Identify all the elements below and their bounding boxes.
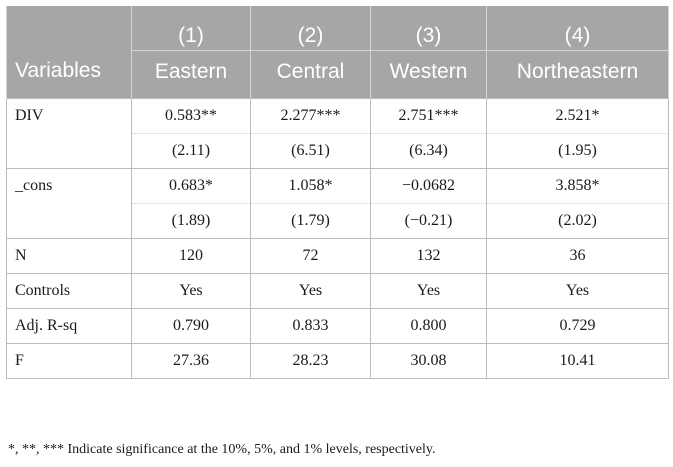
table-row-cons-coef: _cons 0.683* 1.058* −0.0682 3.858* xyxy=(6,168,669,239)
cell-cons-tstat-2: (1.79) xyxy=(250,203,371,239)
cell-div-coef-3: 2.751*** xyxy=(370,98,487,134)
cell-controls-1: Yes xyxy=(131,273,251,309)
cell-div-tstat-4: (1.95) xyxy=(486,133,669,169)
table-row-div-coef: DIV 0.583** 2.277*** 2.751*** 2.521* xyxy=(6,98,669,169)
cell-cons-coef-1: 0.683* xyxy=(131,168,251,204)
cell-n-4: 36 xyxy=(486,238,669,274)
cell-cons-tstat-4: (2.02) xyxy=(486,203,669,239)
cell-cons-coef-4: 3.858* xyxy=(486,168,669,204)
region-header-eastern: Eastern xyxy=(131,50,251,99)
header-row-regions: Variables Eastern Central Western Northe… xyxy=(6,50,669,99)
regression-table-container: (1) (2) (3) (4) Variables Eastern Centra… xyxy=(6,6,669,379)
table-row-n: N 120 72 132 36 xyxy=(6,238,669,274)
cell-cons-coef-2: 1.058* xyxy=(250,168,371,204)
cell-f-2: 28.23 xyxy=(250,343,371,379)
cell-div-coef-4: 2.521* xyxy=(486,98,669,134)
cell-f-4: 10.41 xyxy=(486,343,669,379)
row-label-controls: Controls xyxy=(6,273,132,309)
cell-adj-r-sq-3: 0.800 xyxy=(370,308,487,344)
header-empty-cell xyxy=(6,6,132,51)
cell-cons-tstat-1: (1.89) xyxy=(131,203,251,239)
cell-div-tstat-2: (6.51) xyxy=(250,133,371,169)
column-number-2: (2) xyxy=(250,6,371,51)
region-header-central: Central xyxy=(250,50,371,99)
row-label-div: DIV xyxy=(6,98,132,169)
header-row-numbers: (1) (2) (3) (4) xyxy=(6,6,669,51)
table-row-adj-r-sq: Adj. R-sq 0.790 0.833 0.800 0.729 xyxy=(6,308,669,344)
cell-div-coef-2: 2.277*** xyxy=(250,98,371,134)
cell-div-tstat-1: (2.11) xyxy=(131,133,251,169)
table-header: (1) (2) (3) (4) Variables Eastern Centra… xyxy=(6,6,669,99)
region-header-northeastern: Northeastern xyxy=(486,50,669,99)
cell-n-3: 132 xyxy=(370,238,487,274)
cell-n-1: 120 xyxy=(131,238,251,274)
cell-controls-3: Yes xyxy=(370,273,487,309)
column-number-1: (1) xyxy=(131,6,251,51)
table-body: DIV 0.583** 2.277*** 2.751*** 2.521* (2.… xyxy=(6,98,669,379)
cell-controls-4: Yes xyxy=(486,273,669,309)
table-row-cons-tstat: (1.89) (1.79) (−0.21) (2.02) xyxy=(7,203,669,239)
cell-cons-tstat-3: (−0.21) xyxy=(370,203,487,239)
cell-adj-r-sq-2: 0.833 xyxy=(250,308,371,344)
cell-f-3: 30.08 xyxy=(370,343,487,379)
cell-adj-r-sq-4: 0.729 xyxy=(486,308,669,344)
table-footnote: *, **, *** Indicate significance at the … xyxy=(8,442,436,457)
regression-table: (1) (2) (3) (4) Variables Eastern Centra… xyxy=(6,6,669,379)
cell-div-coef-1: 0.583** xyxy=(131,98,251,134)
cell-n-2: 72 xyxy=(250,238,371,274)
variables-header: Variables xyxy=(6,50,132,99)
column-number-3: (3) xyxy=(370,6,487,51)
row-label-n: N xyxy=(6,238,132,274)
row-label-cons: _cons xyxy=(6,168,132,239)
cell-f-1: 27.36 xyxy=(131,343,251,379)
column-number-4: (4) xyxy=(486,6,669,51)
table-row-controls: Controls Yes Yes Yes Yes xyxy=(6,273,669,309)
row-label-adj-r-sq: Adj. R-sq xyxy=(6,308,132,344)
cell-controls-2: Yes xyxy=(250,273,371,309)
cell-div-tstat-3: (6.34) xyxy=(370,133,487,169)
row-label-f: F xyxy=(6,343,132,379)
region-header-western: Western xyxy=(370,50,487,99)
table-row-f: F 27.36 28.23 30.08 10.41 xyxy=(6,343,669,379)
cell-adj-r-sq-1: 0.790 xyxy=(131,308,251,344)
cell-cons-coef-3: −0.0682 xyxy=(370,168,487,204)
